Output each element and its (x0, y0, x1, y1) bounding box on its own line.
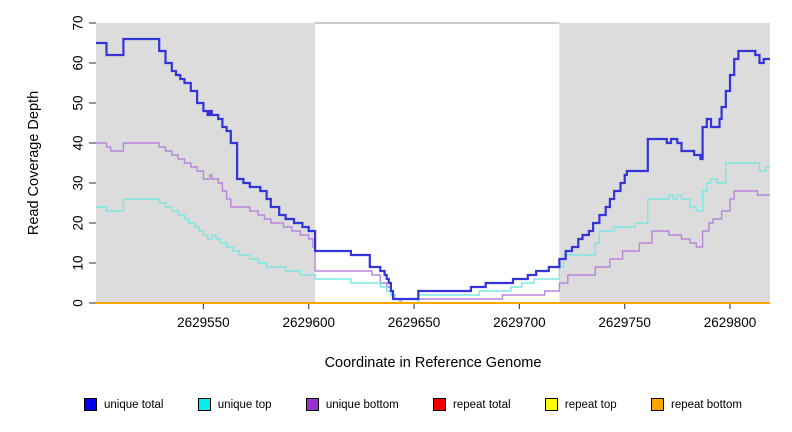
legend-swatch (433, 398, 447, 411)
legend-label: unique bottom (325, 398, 399, 411)
y-tick-label: 70 (71, 15, 86, 30)
legend-swatch (650, 398, 664, 411)
legend-label: repeat top (564, 398, 617, 411)
legend-swatch (84, 398, 97, 411)
legend-item-unique-total: unique total (84, 398, 163, 411)
y-tick-label: 20 (71, 215, 86, 230)
legend-item-unique-top: unique top (197, 398, 272, 411)
y-tick-label: 40 (71, 135, 86, 150)
legend-item-repeat-top: repeat top (544, 398, 617, 411)
y-axis-title: Read Coverage Depth (26, 90, 42, 236)
x-tick-label: 2629600 (282, 315, 335, 330)
legend-item-repeat-total: repeat total (433, 398, 511, 411)
x-tick-label: 2629750 (598, 315, 651, 330)
y-tick-label: 50 (71, 95, 86, 110)
legend-label: repeat bottom (670, 398, 742, 411)
y-tick-label: 10 (71, 255, 86, 270)
legend-item-unique-bottom: unique bottom (305, 398, 399, 411)
series-unique-top (96, 162, 770, 304)
x-tick-label: 2629650 (388, 315, 441, 330)
x-tick-label: 2629700 (493, 315, 546, 330)
legend: unique total unique top unique bottom repea… (0, 398, 792, 411)
series-unique-total (96, 37, 770, 301)
x-axis-title: Coordinate in Reference Genome (324, 355, 542, 371)
series-unique-bottom (96, 142, 770, 304)
legend-label: repeat total (453, 398, 511, 411)
legend-swatch (197, 398, 211, 411)
shaded-region (96, 23, 316, 303)
coverage-plot: 2629550 2629600 2629650 2629700 2629750 26298… (71, 15, 770, 330)
y-tick-label: 0 (71, 299, 86, 307)
y-tick-label: 60 (71, 55, 86, 70)
y-tick-label: 30 (71, 175, 86, 190)
legend-label: unique top (217, 398, 272, 411)
x-tick-label: 2629800 (704, 315, 757, 330)
legend-swatch (544, 398, 558, 411)
x-tick-label: 2629550 (177, 315, 230, 330)
legend-label: unique total (104, 398, 164, 411)
legend-item-repeat-bottom: repeat bottom (650, 398, 742, 411)
legend-swatch (305, 398, 319, 411)
